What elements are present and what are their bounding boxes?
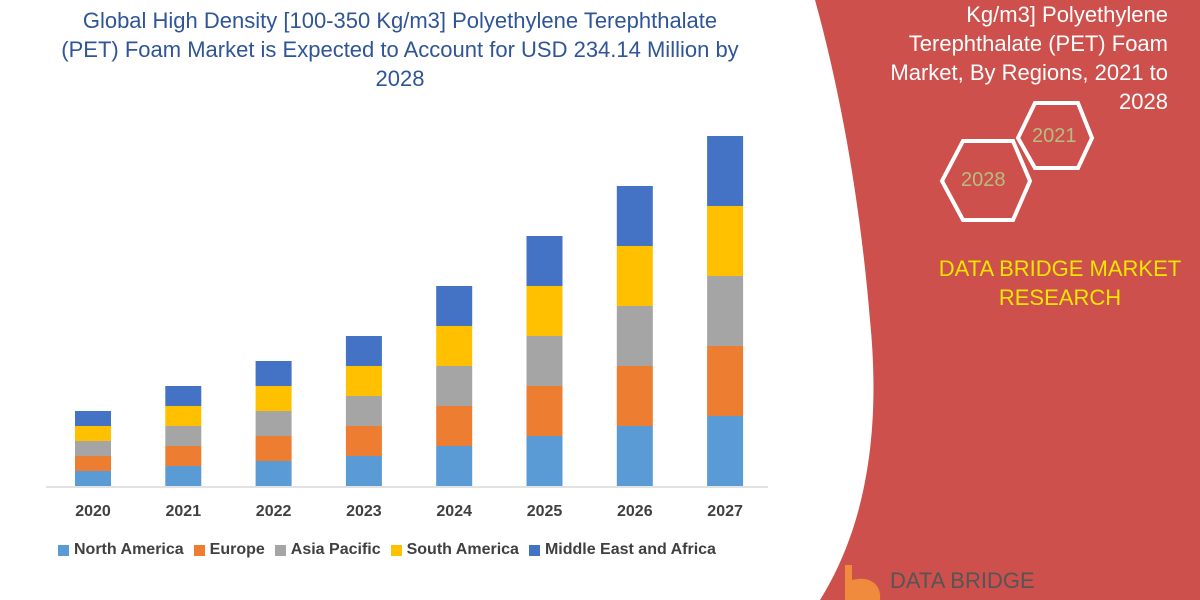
legend-label: Middle East and Africa: [544, 541, 716, 558]
bar-segment-2020-3: [75, 426, 111, 441]
legend-swatch: [274, 544, 286, 556]
bar-segment-2023-1: [345, 426, 382, 456]
bar-segment-2025-1: [526, 386, 563, 436]
x-tick-label: 2025: [526, 503, 563, 520]
x-tick-label: 2020: [75, 503, 111, 520]
logo-icon: [845, 565, 881, 600]
brand-line: DATA BRIDGE MARKET: [938, 256, 1182, 281]
logo-text: DATA BRIDGE: [890, 568, 1035, 593]
bar-segment-2025-4: [526, 236, 563, 286]
bar-segment-2026-2: [616, 306, 653, 366]
legend-item: Europe: [193, 541, 265, 559]
bar-segment-2024-1: [436, 406, 473, 446]
legend-label: Europe: [209, 541, 265, 558]
bar-segment-2027-3: [707, 206, 744, 276]
side-title-line: Kg/m3] Polyethylene: [966, 2, 1168, 27]
legend-label: Asia Pacific: [290, 541, 381, 558]
bar-segment-2022-4: [255, 361, 292, 386]
side-title-line: 2028: [1119, 89, 1168, 114]
bar-segment-2027-1: [707, 346, 744, 416]
bar-segment-2024-2: [436, 366, 473, 406]
bar-segment-2025-2: [526, 336, 563, 386]
bar-segment-2023-3: [345, 366, 382, 396]
bar-segment-2023-0: [345, 456, 382, 486]
legend-item: South America: [390, 541, 519, 559]
bar-segment-2024-3: [436, 326, 473, 366]
bar-segment-2022-2: [255, 411, 292, 436]
bar-segment-2020-1: [75, 456, 111, 471]
legend-swatch: [58, 544, 69, 556]
x-tick-label: 2021: [165, 503, 202, 520]
legend-label: North America: [74, 541, 184, 558]
legend-swatch: [193, 544, 205, 556]
red-side-panel: [815, 0, 1200, 600]
bar-segment-2026-3: [616, 246, 653, 306]
x-tick-label: 2023: [346, 503, 382, 520]
side-title-line: Terephthalate (PET) Foam: [908, 31, 1168, 56]
bar-segment-2021-3: [165, 406, 202, 426]
bars: [75, 136, 744, 486]
x-tick-label: 2026: [617, 503, 653, 520]
side-title-line: Market, By Regions, 2021 to: [890, 60, 1168, 85]
legend-label: South America: [406, 541, 519, 558]
bar-segment-2020-2: [75, 441, 111, 456]
bar-segment-2024-4: [436, 286, 473, 326]
brand-text: DATA BRIDGE MARKET RESEARCH: [920, 254, 1200, 312]
bar-segment-2022-1: [255, 436, 292, 461]
x-tick-label: 2027: [707, 503, 743, 520]
hex-year-2028: 2028: [961, 169, 1006, 191]
brand-line: RESEARCH: [998, 285, 1122, 310]
bar-segment-2024-0: [436, 446, 473, 486]
bar-segment-2027-4: [707, 136, 744, 206]
bar-segment-2020-4: [75, 411, 111, 426]
legend-item: Asia Pacific: [274, 541, 381, 559]
hex-year-2021: 2021: [1032, 125, 1077, 147]
legend-item: North America: [58, 541, 184, 559]
bar-segment-2023-4: [345, 336, 382, 366]
bar-segment-2026-4: [616, 186, 653, 246]
hexagon-2028: [939, 139, 1033, 222]
legend-item: Middle East and Africa: [528, 541, 716, 559]
bar-segment-2021-0: [165, 466, 202, 486]
bar-segment-2021-1: [165, 446, 202, 466]
hexagon-2021: [1015, 101, 1095, 170]
x-tick-label: 2022: [255, 503, 292, 520]
x-tick-label: 2024: [436, 503, 472, 520]
bar-segment-2025-0: [526, 436, 563, 486]
legend: North America Europe Asia Pacific South Ame…: [58, 541, 716, 559]
bar-segment-2022-0: [255, 461, 292, 486]
bar-segment-2022-3: [255, 386, 292, 411]
chart-title: Global High Density [100-350 Kg/m3] Poly…: [61, 8, 739, 91]
bar-segment-2021-2: [165, 426, 202, 446]
side-panel-title: Kg/m3] Polyethylene Terephthalate (PET) …: [848, 0, 1168, 116]
bar-segment-2021-4: [165, 386, 202, 406]
bar-segment-2023-2: [345, 396, 382, 426]
bar-segment-2027-2: [707, 276, 744, 346]
bar-segment-2025-3: [526, 286, 563, 336]
bar-segment-2026-0: [616, 426, 653, 486]
bar-segment-2020-0: [75, 471, 111, 486]
bar-segment-2027-0: [707, 416, 744, 486]
legend-swatch: [390, 544, 402, 556]
bar-segment-2026-1: [616, 366, 653, 426]
legend-swatch: [528, 544, 540, 556]
